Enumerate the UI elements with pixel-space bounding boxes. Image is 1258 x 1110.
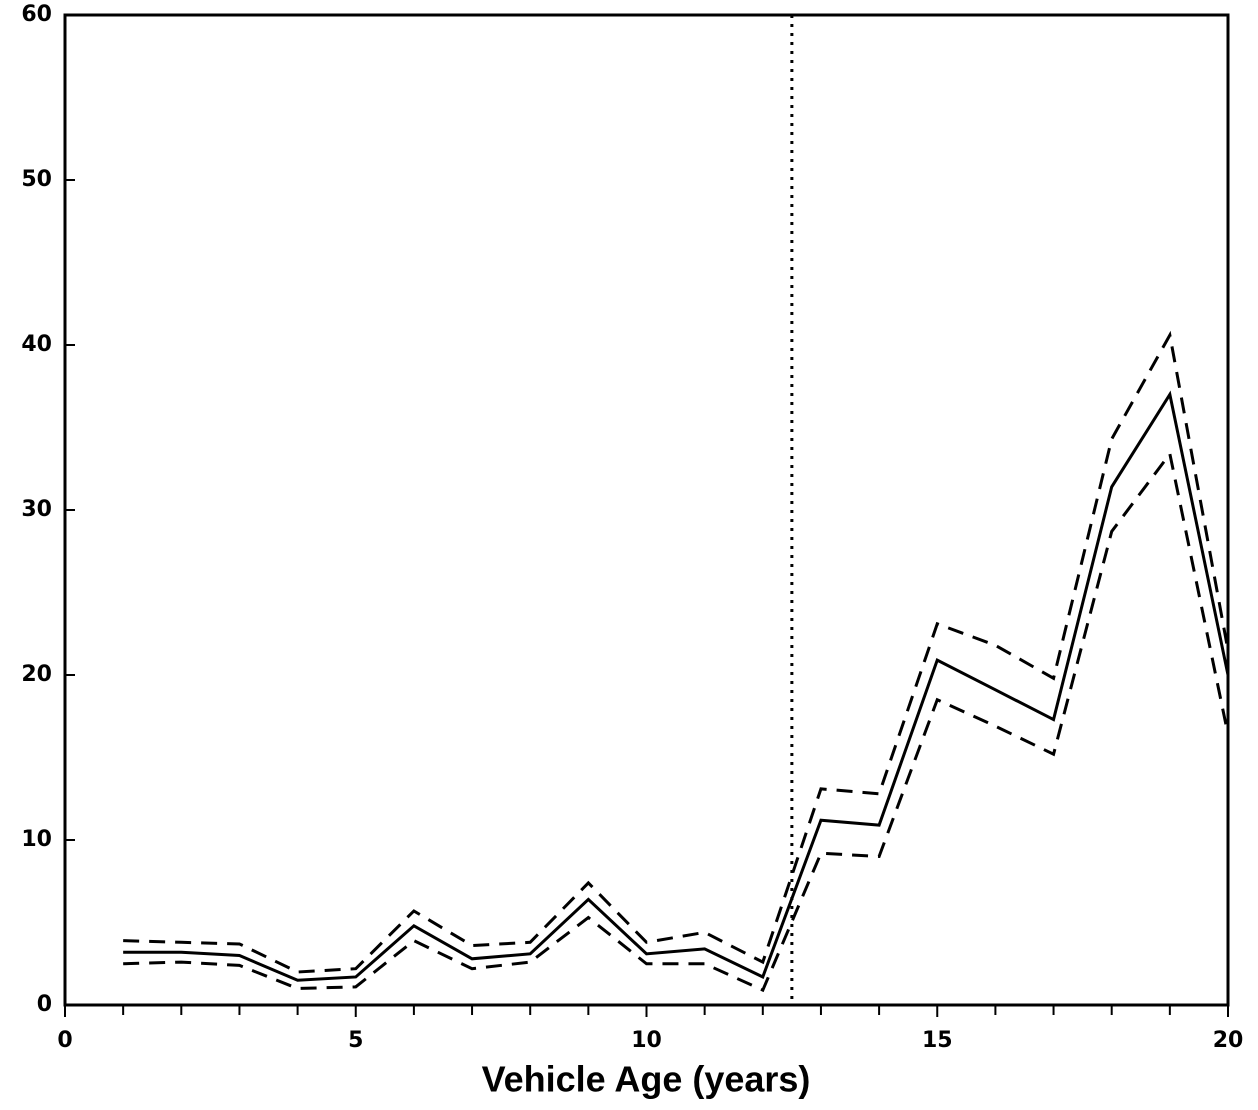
y-tick-label: 50 bbox=[21, 167, 52, 192]
x-tick-label: 20 bbox=[1213, 1028, 1244, 1053]
y-tick-label: 0 bbox=[37, 992, 52, 1017]
y-tick-label: 60 bbox=[21, 2, 52, 27]
x-tick-label: 5 bbox=[348, 1028, 363, 1053]
series-line bbox=[123, 330, 1230, 974]
x-axis-label: Vehicle Age (years) bbox=[482, 1059, 811, 1100]
y-tick-label: 40 bbox=[21, 332, 52, 357]
y-tick-label: 10 bbox=[21, 827, 52, 852]
x-tick-label: 0 bbox=[57, 1028, 72, 1053]
y-tick-label: 20 bbox=[21, 662, 52, 687]
series-line bbox=[123, 390, 1230, 982]
y-tick-label: 30 bbox=[21, 497, 52, 522]
series-line bbox=[123, 450, 1230, 993]
x-tick-label: 15 bbox=[922, 1028, 953, 1053]
x-tick-label: 10 bbox=[631, 1028, 662, 1053]
plot-frame bbox=[63, 13, 1230, 1007]
